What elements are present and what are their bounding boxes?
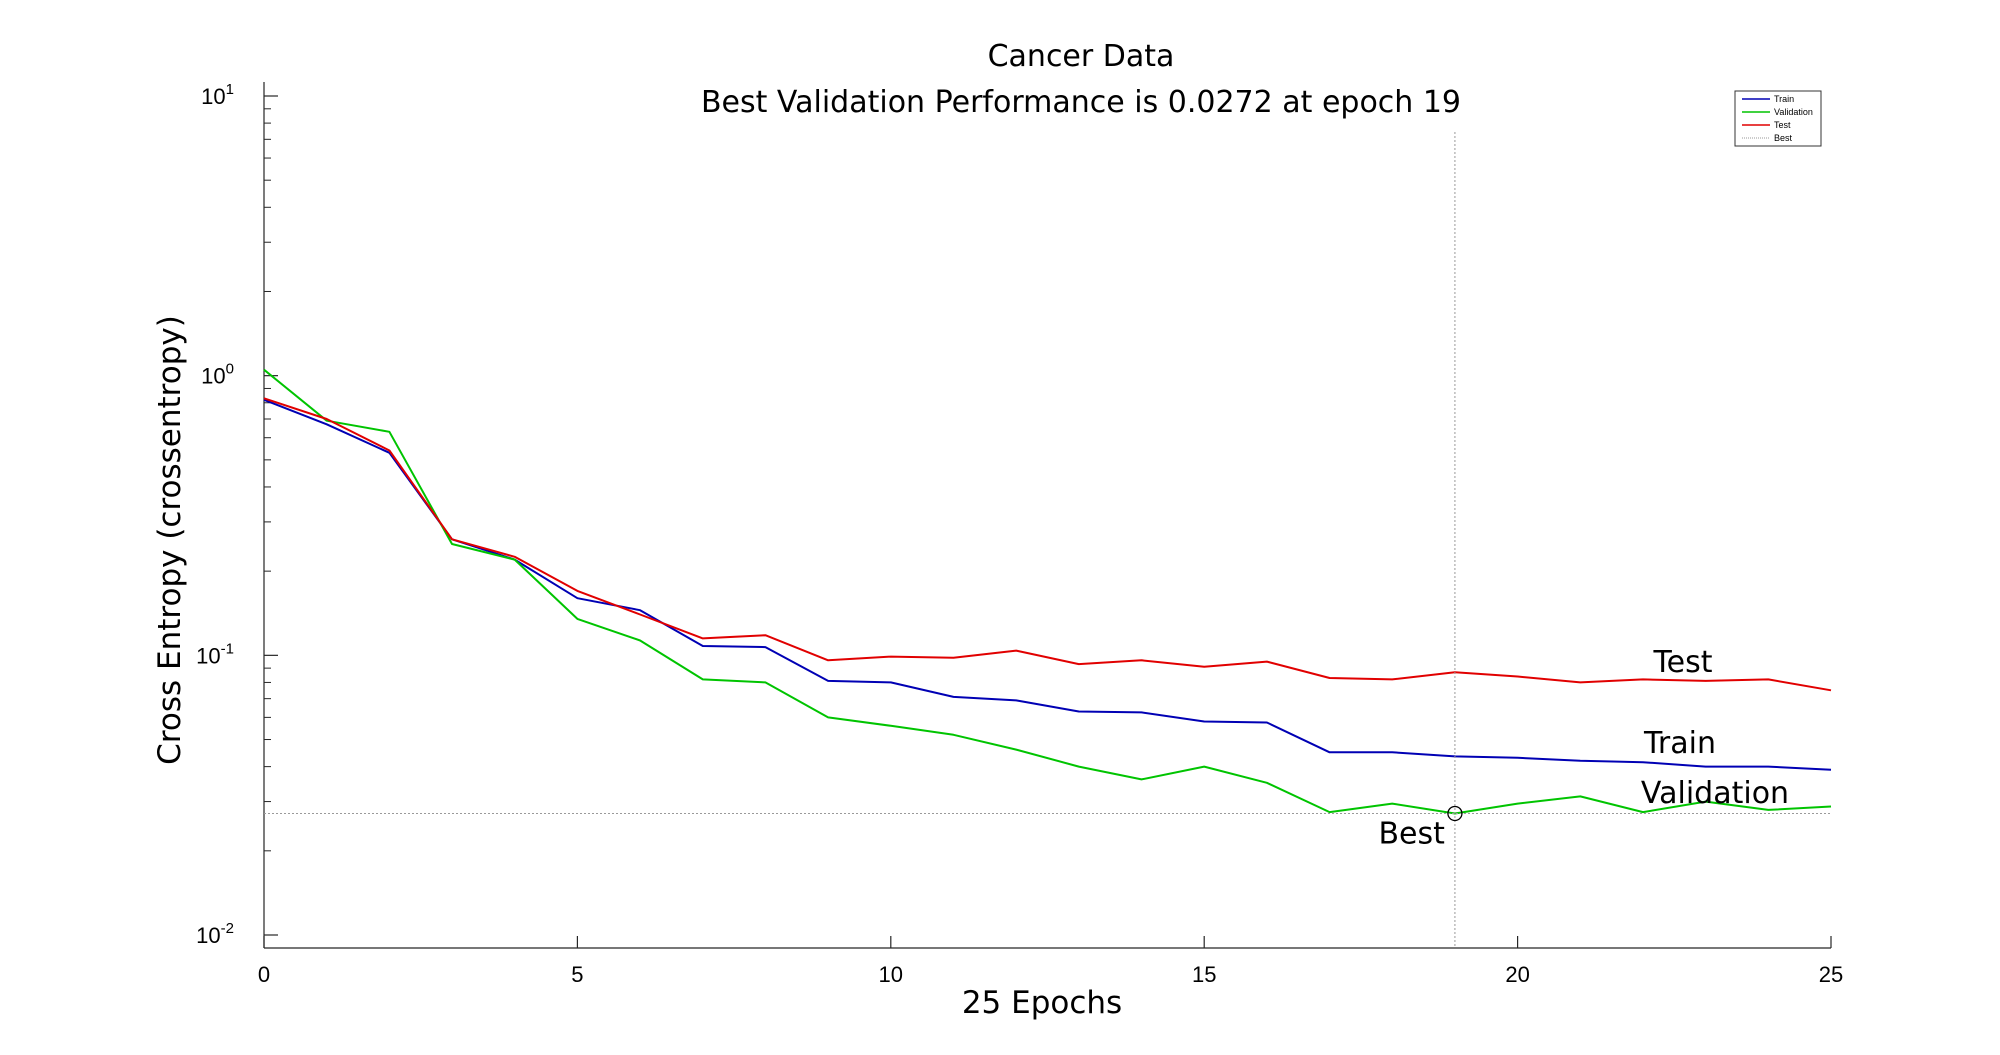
legend-label-validation: Validation: [1774, 107, 1813, 117]
series-line-validation: [263, 368, 1832, 815]
best-marker: [1447, 805, 1463, 822]
y-tick-label: 101: [201, 81, 234, 109]
annotation-layer: Test Train Validation Best: [1378, 645, 1789, 851]
series-layer: [263, 368, 1832, 815]
chart-subtitle: Best Validation Performance is 0.0272 at…: [701, 85, 1461, 120]
legend-box: [1734, 90, 1822, 147]
x-tick-label: 10: [879, 962, 903, 987]
legend-label-test: Test: [1774, 120, 1791, 130]
axes: 0 5 10 15 20 25 10-2 10-1 100 101: [196, 81, 1843, 987]
legend-label-best: Best: [1774, 133, 1793, 143]
y-tick-label: 10-2: [196, 920, 234, 948]
x-tick-label: 15: [1192, 962, 1216, 987]
x-tick-label: 20: [1505, 962, 1529, 987]
series-annotation-test: Test: [1652, 645, 1712, 680]
best-layer: [264, 132, 1831, 948]
chart-title: Cancer Data: [988, 39, 1175, 74]
y-tick-label: 10-1: [196, 640, 234, 668]
x-tick-label: 0: [258, 962, 270, 987]
x-tick-label: 5: [571, 962, 583, 987]
series-line-train: [263, 398, 1832, 771]
y-tick-label: 100: [201, 361, 234, 389]
series-line-test: [263, 397, 1832, 692]
best-annotation: Best: [1378, 816, 1445, 851]
series-annotation-train: Train: [1643, 726, 1716, 761]
x-axis-label: 25 Epochs: [962, 985, 1122, 1021]
x-tick-label: 25: [1819, 962, 1843, 987]
legend-label-train: Train: [1774, 94, 1794, 104]
series-annotation-validation: Validation: [1641, 776, 1789, 811]
legend: Train Validation Test Best: [1734, 90, 1822, 147]
y-axis-label: Cross Entropy (crossentropy): [152, 315, 188, 765]
